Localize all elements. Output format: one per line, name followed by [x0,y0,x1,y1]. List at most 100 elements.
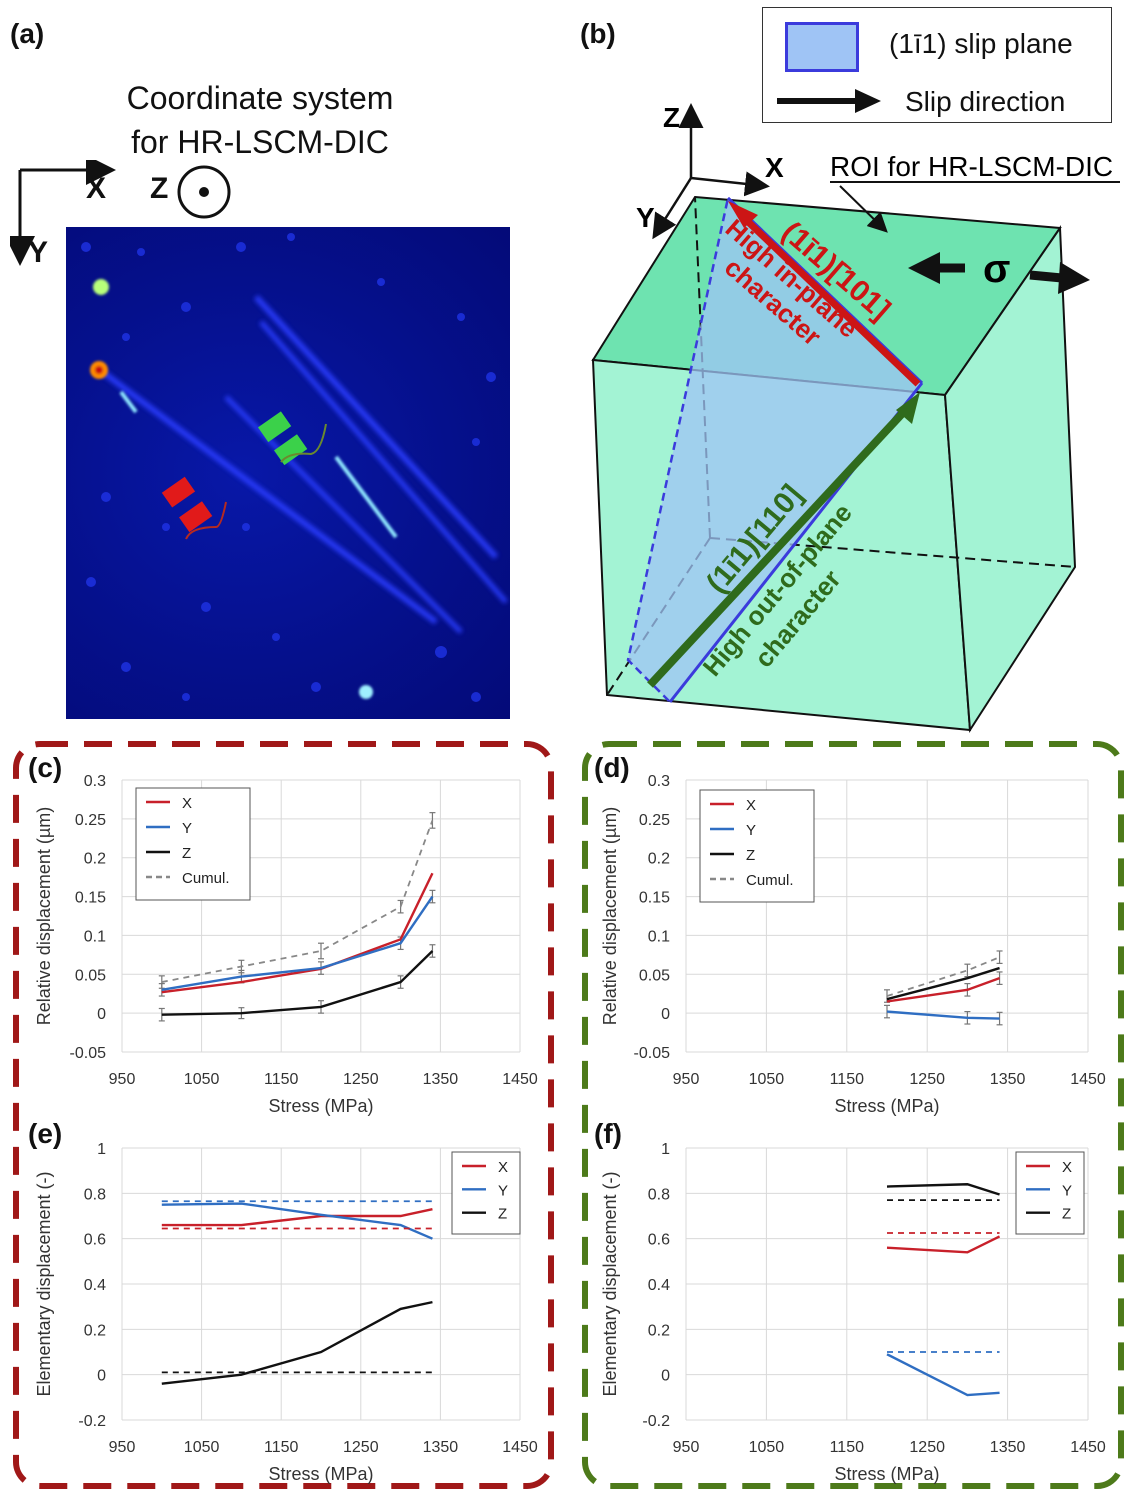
series-line-y [161,895,434,992]
series-line-y [886,1353,1000,1397]
x-tick-label: 1250 [909,1439,945,1456]
x-tick-label: 950 [109,1071,136,1088]
series-line-z [161,1300,433,1385]
y-tick-label: 0.3 [84,773,106,790]
axis-y-label-a: Y [28,236,49,269]
slip-plane-legend-label: (1ī1) slip plane [889,28,1073,59]
coordinate-system-title: Coordinate system for HR-LSCM-DIC [100,76,420,164]
x-axis-label: Stress (MPa) [834,1464,939,1484]
x-axis-label: Stress (MPa) [834,1096,939,1116]
x-axis-label: Stress (MPa) [268,1464,373,1484]
x-tick-label: 1450 [502,1071,538,1088]
y-axis-label: Relative displacement (µm) [34,807,54,1025]
coordinate-title-line2: for HR-LSCM-DIC [131,124,389,160]
in-plane-slip-arrow [739,213,921,387]
y-tick-label: 0.05 [639,967,670,984]
stress-sigma-label: σ [983,247,1010,291]
slip-plane-swatch [785,22,859,72]
axis-z-label-a: Z [150,172,169,205]
x-tick-label: 1350 [423,1439,459,1456]
legend-label: Y [746,822,756,839]
y-tick-label: 0.15 [75,890,106,907]
cube-side-face [943,224,1077,734]
axis-x-label-a: X [86,172,107,205]
legend-label: X [182,795,192,812]
coordinate-axes-a [10,160,231,266]
legend-label: X [498,1159,508,1176]
y-tick-label: 0.2 [84,851,106,868]
red-markers [161,476,213,533]
x-tick-label: 1150 [264,1439,299,1456]
legend-label: Z [182,845,191,862]
legend-label: Z [746,847,755,864]
y-tick-label: 0.8 [84,1186,106,1203]
x-tick-label: 950 [673,1071,700,1088]
heatmap-features [81,233,508,702]
series-line-y [886,1010,1000,1020]
legend-label: Y [498,1182,508,1199]
legend-label: X [746,797,756,814]
y-tick-label: 0.1 [84,928,106,945]
slip-plane-shape [626,195,924,704]
x-tick-label: 1450 [1070,1071,1106,1088]
y-tick-label: 0.2 [648,1322,670,1339]
legend-box [699,789,815,903]
y-tick-label: -0.2 [78,1413,106,1430]
y-tick-label: 0.3 [648,773,670,790]
y-tick-label: 0 [661,1006,670,1023]
roi-pointer-arrow [839,185,888,233]
axis-y-label-b: Y [636,202,655,233]
legend-label: Y [1062,1182,1072,1199]
axis-x-label-b: X [765,152,784,183]
coordinate-title-line1: Coordinate system [126,80,394,116]
y-tick-label: 0.1 [648,928,670,945]
x-tick-label: 1350 [990,1439,1026,1456]
y-axis-arrow-b [652,177,693,240]
x-tick-label: 1250 [909,1071,945,1088]
series-line-z [886,1183,1000,1196]
panel-label-c: (c) [28,752,63,783]
x-tick-label: 1150 [830,1439,865,1456]
x-tick-label: 1350 [423,1071,459,1088]
y-tick-label: 0.2 [648,851,670,868]
slip-direction-legend-label: Slip direction [905,86,1066,117]
series-line-y [161,1202,433,1240]
x-tick-label: 1050 [749,1439,785,1456]
roi-label: ROI for HR-LSCM-DIC [830,151,1113,182]
slip-legend: (1ī1) slip plane Slip direction [762,7,1112,123]
slip-direction-arrow-icon [777,89,881,113]
series-line-x [886,1235,1001,1254]
y-tick-label: 0.15 [639,890,670,907]
x-axis-arrow-b [690,171,770,197]
y-tick-label: -0.05 [634,1045,671,1062]
panel-label-d: (d) [594,752,630,783]
green-markers [257,411,308,466]
series-line-x [886,977,1000,1003]
y-tick-label: 1 [97,1141,106,1158]
y-tick-label: 0.4 [84,1277,106,1294]
x-axis-label: Stress (MPa) [268,1096,373,1116]
series-line-cumul [886,956,1000,997]
legend-label: Cumul. [746,872,794,889]
y-tick-label: 0.8 [648,1186,670,1203]
panel-label-e: (e) [28,1118,63,1149]
y-tick-label: 0.25 [75,812,106,829]
y-tick-label: 0.2 [84,1322,106,1339]
legend-box [451,1151,521,1235]
x-tick-label: 1250 [343,1439,379,1456]
crystal-cube-diagram: Z X Y ROI for HR-LSCM-DIC σ (1ī1)[̄101] … [591,102,1120,734]
y-axis-label: Elementary displacement (-) [34,1171,54,1396]
x-tick-label: 1350 [990,1071,1026,1088]
series-line-z [886,966,1000,1001]
x-tick-label: 950 [109,1439,136,1456]
legend-label: X [1062,1159,1072,1176]
series-line-z [161,950,434,1016]
y-tick-label: 0 [97,1368,106,1385]
x-tick-label: 1050 [184,1071,220,1088]
panel-label-b: (b) [580,18,616,49]
x-tick-label: 1450 [502,1439,538,1456]
x-tick-label: 1150 [830,1071,865,1088]
out-of-plane-slip-arrow [647,400,915,688]
